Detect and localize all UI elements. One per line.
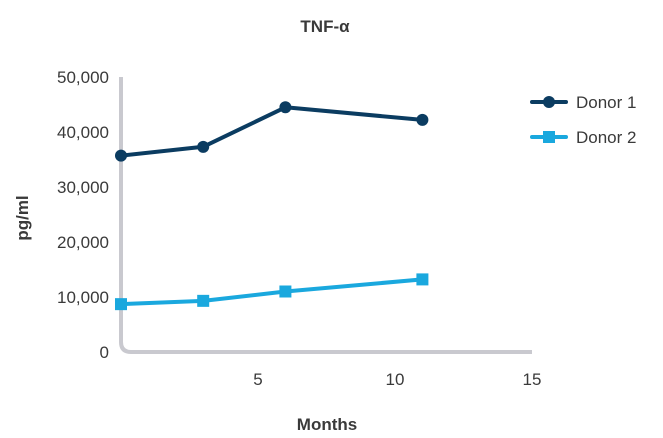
data-point bbox=[416, 273, 429, 286]
axes bbox=[119, 77, 532, 354]
data-point bbox=[279, 285, 292, 298]
legend-label: Donor 2 bbox=[576, 128, 636, 147]
y-tick-label: 10,000 bbox=[57, 288, 109, 307]
data-point bbox=[197, 140, 210, 153]
data-point bbox=[279, 101, 292, 114]
series-line bbox=[119, 105, 425, 158]
data-point bbox=[115, 298, 127, 311]
x-tick-label: 15 bbox=[523, 370, 542, 389]
legend-item: Donor 1 bbox=[530, 93, 636, 112]
legend-marker bbox=[543, 96, 555, 108]
legend-marker bbox=[543, 131, 555, 143]
y-tick-labels: 0 10,000 20,000 30,000 40,000 50,000 bbox=[57, 68, 109, 362]
y-tick-label: 20,000 bbox=[57, 233, 109, 252]
series-layer bbox=[115, 101, 429, 311]
y-tick-label: 0 bbox=[100, 343, 109, 362]
y-axis-label: pg/ml bbox=[13, 195, 32, 240]
series-2 bbox=[115, 273, 429, 311]
legend-label: Donor 1 bbox=[576, 93, 636, 112]
y-tick-label: 30,000 bbox=[57, 178, 109, 197]
data-point bbox=[115, 149, 127, 162]
series-1 bbox=[115, 101, 429, 162]
data-point bbox=[197, 294, 210, 307]
legend: Donor 1 Donor 2 bbox=[530, 93, 636, 147]
x-tick-labels: 5 10 15 bbox=[253, 370, 541, 389]
series-line bbox=[119, 277, 425, 307]
chart-title: TNF-α bbox=[300, 17, 350, 36]
legend-item: Donor 2 bbox=[530, 128, 636, 147]
y-tick-label: 40,000 bbox=[57, 123, 109, 142]
x-tick-label: 5 bbox=[253, 370, 262, 389]
x-axis-label: Months bbox=[297, 415, 357, 433]
x-tick-label: 10 bbox=[386, 370, 405, 389]
y-tick-label: 50,000 bbox=[57, 68, 109, 87]
data-point bbox=[416, 113, 429, 126]
